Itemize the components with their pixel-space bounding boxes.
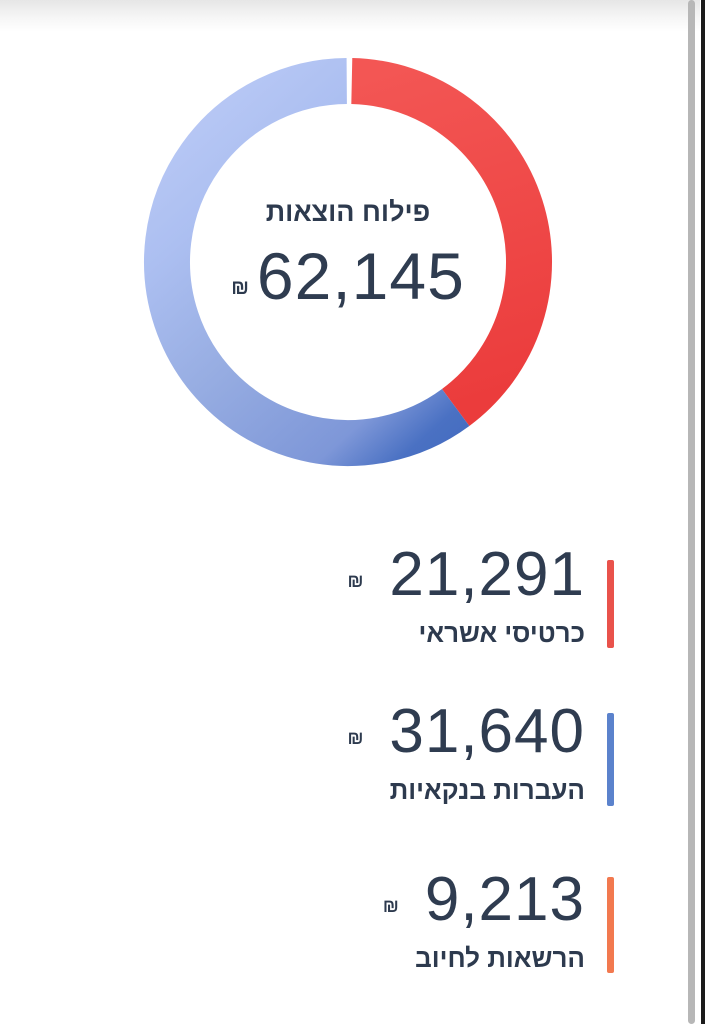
- total-value: 62,145: [256, 239, 465, 313]
- legend-value-line: 21,291 ₪: [274, 544, 614, 606]
- legend-item-credit-cards[interactable]: 21,291 ₪ כרטיסי אשראי: [274, 544, 614, 649]
- donut-segment-credit-cards[interactable]: [351, 58, 552, 426]
- legend-bar-red: [607, 560, 614, 648]
- chart-total: 62,145 ₪: [143, 243, 553, 309]
- donut-svg: [144, 58, 552, 466]
- donut-chart: פילוח הוצאות 62,145 ₪: [143, 57, 553, 467]
- legend-item-direct-debits[interactable]: 9,213 ₪ הרשאות לחיוב: [274, 869, 614, 974]
- scrollbar[interactable]: [688, 0, 695, 1024]
- legend-value-line: 31,640 ₪: [274, 701, 614, 763]
- legend-label: העברות בנקאיות: [389, 775, 585, 805]
- chart-title: פילוח הוצאות: [265, 197, 431, 227]
- legend-item-bank-transfers[interactable]: 31,640 ₪ העברות בנקאיות: [274, 701, 614, 806]
- legend-value: 9,213: [424, 865, 585, 934]
- donut-segment-bank-transfers[interactable]: [144, 58, 470, 466]
- legend-label: הרשאות לחיוב: [415, 943, 585, 973]
- shekel-icon: ₪: [347, 571, 364, 591]
- legend-bar-orange: [607, 877, 614, 973]
- shekel-icon: ₪: [382, 896, 399, 916]
- legend-value-line: 9,213 ₪: [274, 869, 614, 931]
- legend-label: כרטיסי אשראי: [418, 618, 585, 648]
- legend-value: 21,291: [389, 540, 585, 609]
- shekel-icon: ₪: [231, 277, 249, 299]
- legend-bar-blue: [607, 713, 614, 806]
- shekel-icon: ₪: [347, 728, 364, 748]
- donut-center: פילוח הוצאות 62,145 ₪: [143, 57, 553, 467]
- header-shadow: [0, 0, 700, 32]
- screen-edge: [701, 0, 705, 1024]
- legend-value: 31,640: [389, 697, 585, 766]
